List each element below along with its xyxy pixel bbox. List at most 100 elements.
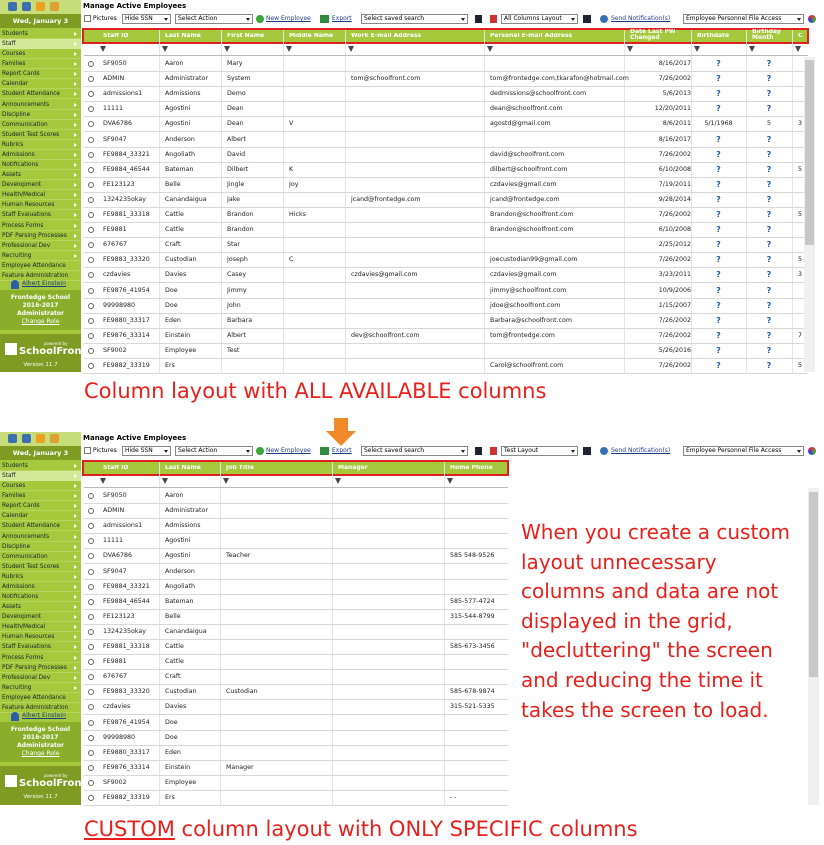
hide-ssn[interactable]: Hide SSN bbox=[122, 14, 171, 24]
menu-item[interactable]: Recruiting bbox=[0, 251, 81, 261]
menu-item[interactable]: Feature Administration bbox=[0, 271, 81, 281]
view-icon[interactable] bbox=[88, 764, 94, 771]
new-employee[interactable]: New Employee bbox=[266, 447, 311, 454]
help-icon[interactable]: ? bbox=[716, 164, 721, 174]
filter-icon[interactable] bbox=[335, 478, 341, 484]
menu-item[interactable]: Development bbox=[0, 180, 81, 191]
view-icon[interactable] bbox=[88, 347, 94, 354]
help-icon[interactable]: ? bbox=[716, 285, 721, 295]
menu-item[interactable]: Health/Medical bbox=[0, 622, 81, 633]
user-name[interactable]: Albert Einstein bbox=[22, 712, 66, 719]
view-icon[interactable] bbox=[88, 257, 94, 264]
help-icon[interactable]: ? bbox=[766, 89, 772, 99]
help-icon[interactable]: ? bbox=[716, 179, 721, 189]
view-icon[interactable] bbox=[88, 136, 94, 143]
binocular-icon[interactable] bbox=[583, 15, 591, 23]
export[interactable]: Export bbox=[332, 15, 352, 22]
menu-item[interactable]: Process Forms bbox=[0, 221, 81, 231]
view-icon[interactable] bbox=[88, 704, 94, 711]
help-icon[interactable]: ? bbox=[716, 59, 721, 68]
menu-item[interactable]: Employee Attendance bbox=[0, 261, 81, 271]
view-icon[interactable] bbox=[88, 659, 94, 666]
menu-item[interactable]: Student Test Scores bbox=[0, 130, 81, 140]
column-header[interactable]: Personal E-mail Address bbox=[490, 33, 573, 39]
help-icon[interactable]: ? bbox=[766, 225, 772, 235]
column-header[interactable]: Manager bbox=[338, 465, 368, 471]
help-icon[interactable]: ? bbox=[766, 74, 772, 84]
help-icon[interactable]: ? bbox=[766, 361, 772, 370]
filter-icon[interactable] bbox=[162, 478, 168, 484]
menu-item[interactable]: Communication bbox=[0, 120, 81, 130]
view-icon[interactable] bbox=[88, 719, 94, 726]
help-icon[interactable]: ? bbox=[766, 300, 772, 310]
view-icon[interactable] bbox=[88, 272, 94, 279]
help-icon[interactable]: ? bbox=[766, 330, 772, 340]
view-icon[interactable] bbox=[88, 106, 94, 113]
menu-item[interactable]: Student Attendance bbox=[0, 89, 81, 100]
nav-icon[interactable] bbox=[36, 434, 45, 443]
view-icon[interactable] bbox=[88, 644, 94, 650]
menu-item[interactable]: Students bbox=[0, 29, 81, 39]
view-icon[interactable] bbox=[88, 61, 94, 67]
column-header[interactable]: Date Last PW Changed bbox=[630, 29, 676, 41]
column-header[interactable]: Birthdate bbox=[697, 33, 730, 39]
help-icon[interactable]: ? bbox=[766, 210, 772, 219]
filter-icon[interactable] bbox=[100, 478, 106, 484]
view-icon[interactable] bbox=[88, 332, 94, 339]
menu-item[interactable]: Announcements bbox=[0, 100, 81, 110]
view-icon[interactable] bbox=[88, 613, 94, 620]
column-header[interactable]: Work E-mail Address bbox=[351, 33, 422, 39]
column-header[interactable]: Job Title bbox=[226, 465, 254, 471]
help-icon[interactable]: ? bbox=[716, 361, 721, 370]
help-icon[interactable]: ? bbox=[716, 270, 721, 280]
help-icon[interactable]: ? bbox=[766, 104, 772, 114]
view-icon[interactable] bbox=[88, 287, 94, 294]
menu-item[interactable]: Staff Evaluations bbox=[0, 210, 81, 221]
view-icon[interactable] bbox=[88, 779, 94, 786]
select-action[interactable]: Select Action bbox=[175, 446, 253, 456]
menu-item[interactable]: Development bbox=[0, 612, 81, 623]
view-icon[interactable] bbox=[88, 568, 94, 575]
help-icon[interactable]: ? bbox=[766, 345, 772, 355]
menu-item[interactable]: Rubrics bbox=[0, 140, 81, 150]
search-icon[interactable] bbox=[475, 447, 482, 455]
view-icon[interactable] bbox=[88, 734, 94, 741]
saved-search[interactable]: Select saved search bbox=[361, 446, 468, 456]
view-icon[interactable] bbox=[88, 121, 94, 128]
column-header[interactable]: Birthday Month bbox=[752, 29, 781, 41]
filter-icon[interactable] bbox=[223, 478, 229, 484]
view-icon[interactable] bbox=[88, 553, 94, 560]
help-icon[interactable]: ? bbox=[716, 134, 721, 144]
user-name[interactable]: Albert Einstein bbox=[22, 280, 66, 287]
menu-item[interactable]: Assets bbox=[0, 170, 81, 181]
filter-icon[interactable] bbox=[694, 46, 700, 52]
file-access[interactable]: Employee Personnel File Access bbox=[683, 14, 804, 24]
clear-icon[interactable] bbox=[490, 447, 497, 455]
help-icon[interactable]: ? bbox=[766, 179, 772, 189]
help-icon[interactable]: ? bbox=[766, 270, 772, 280]
saved-search[interactable]: Select saved search bbox=[361, 14, 468, 24]
menu-item[interactable]: Process Forms bbox=[0, 653, 81, 663]
filter-icon[interactable] bbox=[749, 46, 755, 52]
menu-item[interactable]: Staff bbox=[0, 39, 81, 50]
nav-icon[interactable] bbox=[36, 2, 45, 11]
new-employee[interactable]: New Employee bbox=[266, 15, 311, 22]
help-icon[interactable]: ? bbox=[766, 240, 772, 250]
help-icon[interactable]: ? bbox=[766, 134, 772, 144]
help-icon[interactable]: ? bbox=[716, 255, 721, 265]
menu-item[interactable]: Families bbox=[0, 59, 81, 70]
menu-item[interactable]: Students bbox=[0, 461, 81, 471]
filter-icon[interactable] bbox=[162, 46, 168, 52]
menu-item[interactable]: Calendar bbox=[0, 511, 81, 522]
help-icon[interactable]: ? bbox=[716, 225, 721, 235]
help-icon[interactable]: ? bbox=[766, 315, 772, 325]
column-header[interactable]: C bbox=[798, 33, 803, 39]
view-icon[interactable] bbox=[88, 508, 94, 515]
view-icon[interactable] bbox=[88, 628, 94, 635]
help-icon[interactable]: ? bbox=[716, 149, 721, 159]
menu-item[interactable]: Announcements bbox=[0, 532, 81, 542]
filter-icon[interactable] bbox=[795, 46, 801, 52]
filter-icon[interactable] bbox=[286, 46, 292, 52]
view-icon[interactable] bbox=[88, 166, 94, 173]
column-header[interactable]: Staff ID bbox=[103, 465, 129, 471]
